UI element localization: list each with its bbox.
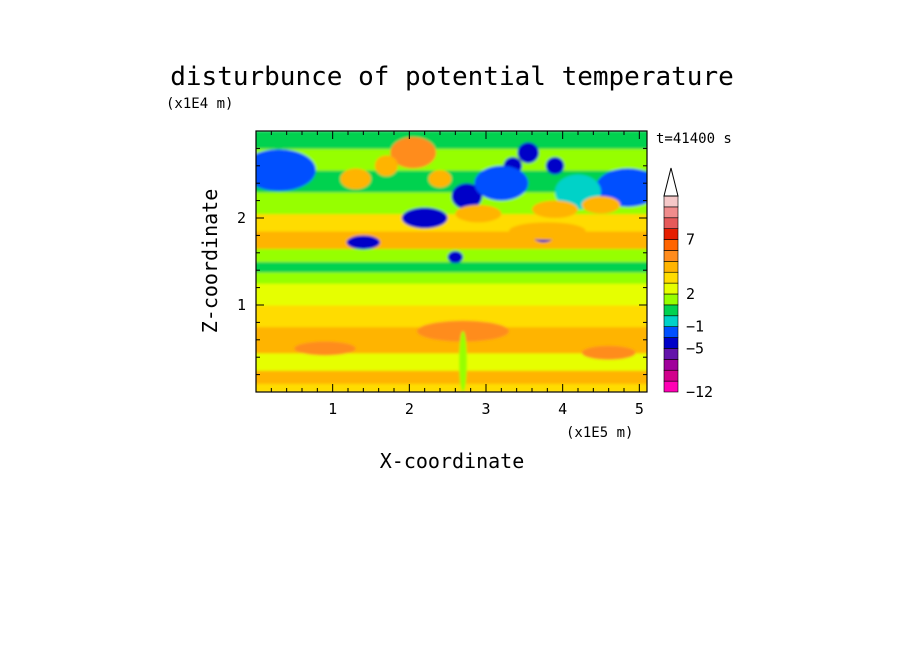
field-band — [256, 383, 647, 392]
y-axis-ticks: 12 — [237, 147, 647, 376]
colorbar-swatch — [663, 271, 679, 284]
field-feature — [428, 170, 452, 188]
colorbar-swatch — [663, 282, 679, 295]
colorbar-swatch — [663, 217, 679, 229]
field-band — [256, 131, 647, 149]
colorbar-swatch — [663, 359, 679, 371]
x-axis-ticks: 1 2 3 4 5 — [270, 131, 644, 418]
field-band — [256, 305, 647, 328]
field-band — [256, 370, 647, 384]
plot-frame — [255, 130, 648, 393]
y-axis-title: Z-coordinate — [198, 189, 222, 334]
colorbar-swatch — [663, 315, 679, 327]
x-axis-title: X-coordinate — [380, 449, 525, 473]
field-feature — [581, 196, 621, 214]
field-feature — [517, 142, 539, 164]
colorbar-tick-label: 2 — [686, 285, 695, 303]
y-tick-label: 2 — [237, 209, 246, 227]
x-tick-label: 3 — [481, 400, 490, 418]
colorbar-swatch — [663, 293, 679, 306]
field-band — [256, 352, 647, 371]
colorbar-swatch — [663, 369, 679, 382]
field-feature — [390, 137, 437, 169]
colorbar-swatch — [663, 195, 679, 208]
chart-title: disturbunce of potential temperature — [170, 62, 734, 92]
field-feature — [459, 331, 467, 392]
field-band — [256, 283, 647, 306]
time-label: t=41400 s — [656, 131, 732, 147]
colorbar-swatch — [663, 239, 679, 251]
field-band — [256, 231, 647, 249]
field-feature — [374, 155, 398, 177]
colorbar: 7 2 −1 −5 −12 — [663, 167, 713, 401]
heatmap-field — [256, 131, 647, 392]
colorbar-swatch — [663, 206, 679, 219]
field-feature — [340, 168, 371, 190]
colorbar-swatch — [663, 348, 679, 360]
field-feature — [581, 345, 636, 360]
colorbar-swatch — [663, 326, 679, 338]
x-axis-unit: (x1E5 m) — [566, 425, 633, 441]
colorbar-tick-label: −5 — [686, 339, 704, 357]
field-feature — [451, 183, 483, 210]
colorbar-swatch — [663, 380, 679, 393]
y-tick-label: 1 — [237, 296, 246, 314]
colorbar-tick-label: −1 — [686, 318, 704, 336]
field-layers — [256, 131, 647, 392]
field-feature — [294, 341, 356, 356]
field-feature — [532, 200, 578, 218]
field-band — [256, 261, 647, 273]
field-feature — [474, 165, 529, 201]
colorbar-swatch — [663, 228, 679, 240]
field-feature — [447, 251, 464, 264]
x-tick-label: 2 — [405, 400, 414, 418]
colorbar-tick-label: 7 — [686, 231, 695, 249]
field-feature — [545, 157, 565, 175]
field-feature — [256, 149, 316, 192]
x-tick-label: 4 — [558, 400, 567, 418]
colorbar-swatch — [663, 261, 679, 273]
field-feature — [401, 207, 448, 229]
colorbar-swatch — [663, 250, 679, 262]
colorbar-swatch — [663, 304, 679, 317]
x-tick-label: 1 — [328, 400, 337, 418]
field-feature — [508, 222, 586, 240]
colorbar-swatch — [663, 337, 679, 349]
field-feature — [346, 235, 381, 250]
field-band — [256, 271, 647, 284]
y-axis-unit: (x1E4 m) — [166, 96, 233, 112]
colorbar-tick-label: −12 — [686, 383, 713, 401]
field-feature — [455, 204, 502, 223]
field-band — [256, 213, 647, 232]
x-tick-label: 5 — [635, 400, 644, 418]
colorbar-extend-arrow — [663, 167, 679, 197]
